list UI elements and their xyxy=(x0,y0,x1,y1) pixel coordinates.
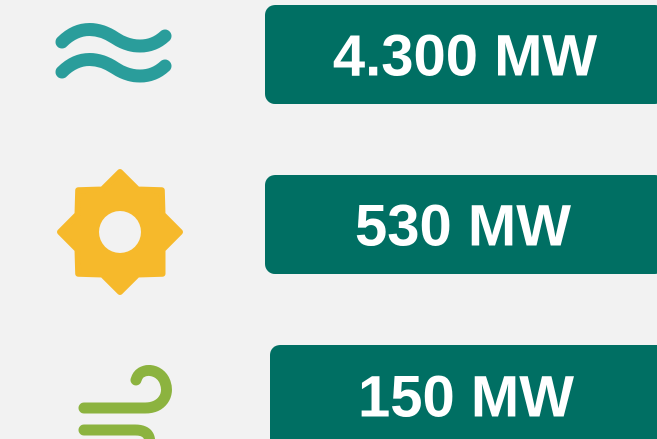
wind-stream xyxy=(78,424,156,439)
value-box xyxy=(265,5,657,104)
sun-center xyxy=(99,211,141,253)
value-box xyxy=(265,175,657,274)
value-box xyxy=(270,345,657,439)
hydro-icon xyxy=(55,23,172,83)
wave xyxy=(55,23,172,53)
wind-stream xyxy=(78,365,172,414)
value-label: 530 MW xyxy=(355,194,571,259)
solar-icon xyxy=(57,169,183,295)
value-label: 4.300 MW xyxy=(333,24,598,89)
value-label: 150 MW xyxy=(358,365,574,430)
wind-icon xyxy=(78,365,172,439)
wave xyxy=(55,53,172,83)
